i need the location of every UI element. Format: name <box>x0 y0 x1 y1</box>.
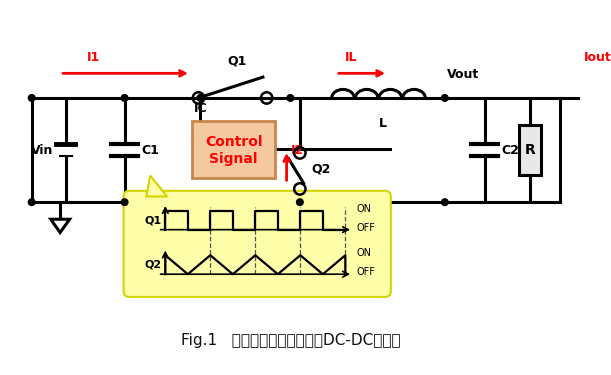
Text: R: R <box>525 143 535 157</box>
Text: Fig.1   同步整流方式的降壓型DC-DC转换器: Fig.1 同步整流方式的降壓型DC-DC转换器 <box>181 333 400 348</box>
Text: Q1: Q1 <box>144 215 161 225</box>
Text: IL: IL <box>345 51 358 64</box>
Text: OFF: OFF <box>357 223 376 233</box>
Text: Q2: Q2 <box>311 162 331 176</box>
Text: IC: IC <box>194 102 207 115</box>
Text: ON: ON <box>357 248 371 258</box>
Circle shape <box>28 199 35 206</box>
FancyBboxPatch shape <box>123 191 391 297</box>
Text: ON: ON <box>357 204 371 214</box>
Text: OFF: OFF <box>357 267 376 277</box>
Text: C1: C1 <box>142 144 159 157</box>
Polygon shape <box>51 219 70 232</box>
Circle shape <box>197 94 203 101</box>
FancyBboxPatch shape <box>519 126 541 175</box>
Circle shape <box>296 199 303 206</box>
Text: Control: Control <box>205 135 262 148</box>
Text: Vin: Vin <box>31 144 53 157</box>
Circle shape <box>442 199 448 206</box>
FancyBboxPatch shape <box>192 121 275 177</box>
Circle shape <box>442 94 448 101</box>
Circle shape <box>121 94 128 101</box>
Text: L: L <box>379 117 387 130</box>
Circle shape <box>28 94 35 101</box>
Text: C2: C2 <box>502 144 519 157</box>
Polygon shape <box>147 176 167 196</box>
Text: I2: I2 <box>290 144 304 157</box>
Text: Iout: Iout <box>584 51 611 64</box>
Circle shape <box>287 94 294 101</box>
Circle shape <box>121 199 128 206</box>
Text: Signal: Signal <box>210 152 258 166</box>
Text: Q1: Q1 <box>228 55 247 68</box>
Text: Vout: Vout <box>447 68 479 81</box>
Text: Q2: Q2 <box>144 260 161 270</box>
Text: I1: I1 <box>87 51 100 64</box>
